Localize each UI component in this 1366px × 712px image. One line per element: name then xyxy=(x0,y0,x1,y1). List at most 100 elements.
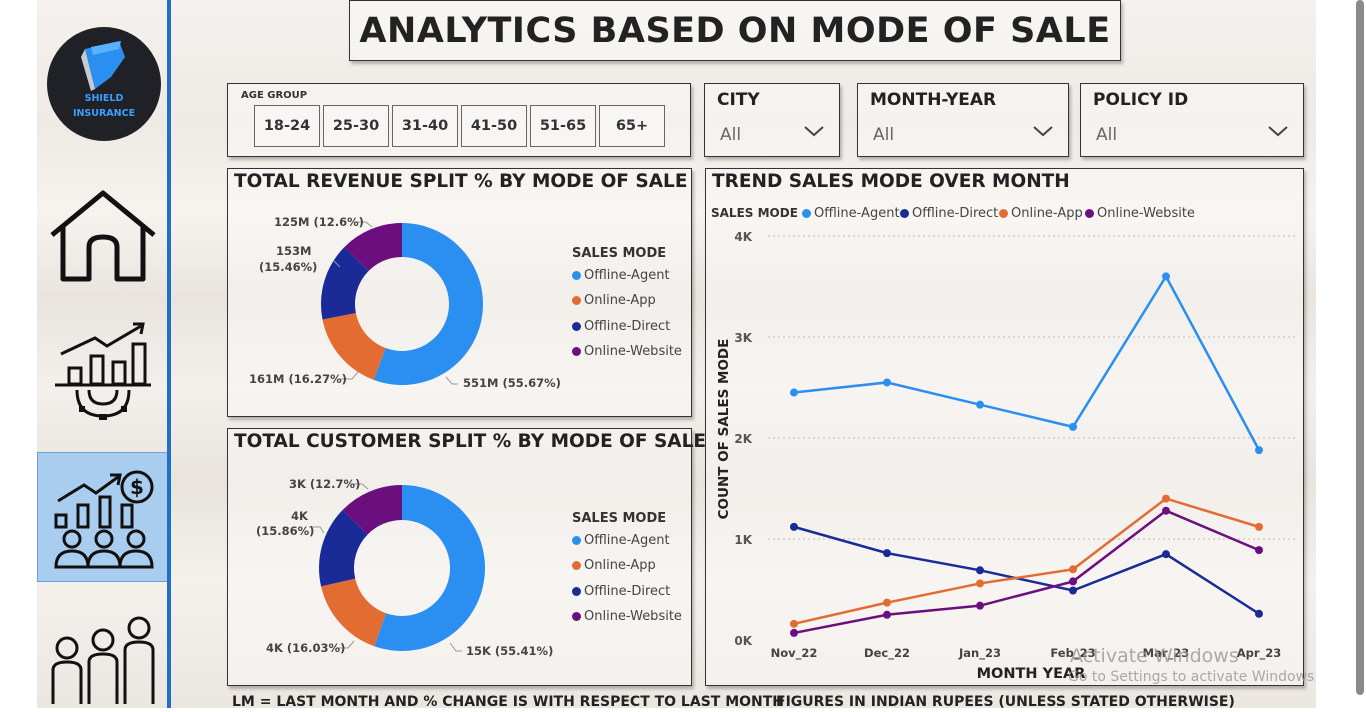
data-point-online-app[interactable] xyxy=(1255,522,1263,531)
leader-line xyxy=(354,221,373,228)
data-point-online-website[interactable] xyxy=(790,628,798,637)
revenue-donut-chart[interactable] xyxy=(228,169,693,418)
data-point-online-app[interactable] xyxy=(1162,494,1170,503)
sidebar-divider xyxy=(167,0,171,708)
data-point-offline-agent[interactable] xyxy=(976,400,984,409)
age-option-65-plus[interactable]: 65+ xyxy=(599,105,665,147)
age-option-25-30[interactable]: 25-30 xyxy=(323,105,389,147)
donut-slice-offline-agent[interactable] xyxy=(374,485,486,651)
company-logo[interactable]: SHIELD INSURANCE xyxy=(47,27,161,141)
vertical-scrollbar[interactable] xyxy=(1356,0,1364,695)
data-point-offline-direct[interactable] xyxy=(976,566,984,575)
series-line-offline-direct[interactable] xyxy=(793,525,1260,615)
age-group-slicer: AGE GROUP 18-24 25-30 31-40 41-50 51-65 … xyxy=(227,83,691,157)
data-point-offline-direct[interactable] xyxy=(790,522,798,531)
data-point-online-app[interactable] xyxy=(790,619,798,628)
customer-legend-online-app[interactable]: Online-App xyxy=(572,558,656,573)
donut-slice-offline-direct[interactable] xyxy=(321,247,369,320)
customer-legend-online-website[interactable]: Online-Website xyxy=(572,609,682,624)
revenue-label-online-website: 125M (12.6%) xyxy=(274,215,364,229)
customer-split-title: TOTAL CUSTOMER SPLIT % BY MODE OF SALE xyxy=(234,431,707,452)
customer-label-offline-direct-value: 4K xyxy=(291,509,308,523)
data-point-offline-agent[interactable] xyxy=(1255,446,1263,455)
revenue-legend-online-app[interactable]: Online-App xyxy=(572,293,656,308)
series-line-online-app[interactable] xyxy=(793,497,1260,626)
data-point-offline-direct[interactable] xyxy=(883,549,891,558)
x-tick-label: Feb_23 xyxy=(1050,646,1095,661)
policy-id-slicer[interactable]: POLICY ID All xyxy=(1080,83,1304,157)
leader-line xyxy=(351,483,369,490)
series-line-offline-agent[interactable] xyxy=(793,273,1261,451)
data-point-online-website[interactable] xyxy=(1069,577,1077,586)
legend-label: Offline-Direct xyxy=(584,319,671,334)
trend-legend-online-website[interactable]: Online-Website xyxy=(1085,206,1195,221)
month-year-slicer[interactable]: MONTH-YEAR All xyxy=(857,83,1069,157)
leader-line xyxy=(340,371,359,380)
data-point-offline-direct[interactable] xyxy=(1069,586,1077,595)
chevron-down-icon[interactable] xyxy=(1267,124,1289,138)
chevron-down-icon[interactable] xyxy=(1032,124,1054,138)
data-point-offline-direct[interactable] xyxy=(1255,609,1263,618)
revenue-legend-offline-direct[interactable]: Offline-Direct xyxy=(572,319,670,334)
chevron-down-icon[interactable] xyxy=(803,124,825,138)
legend-label: Online-Website xyxy=(584,609,682,624)
age-option-41-50[interactable]: 41-50 xyxy=(461,105,527,147)
series-line-online-website[interactable] xyxy=(793,509,1260,635)
leader-line xyxy=(336,640,355,649)
age-option-31-40[interactable]: 31-40 xyxy=(392,105,458,147)
y-tick-label: 0K xyxy=(734,634,752,648)
donut-slice-online-app[interactable] xyxy=(321,578,386,647)
trend-legend-offline-direct[interactable]: Offline-Direct xyxy=(900,206,998,221)
legend-dot xyxy=(572,587,581,596)
revenue-label-online-app: 161M (16.27%) xyxy=(249,372,347,386)
revenue-legend-online-website[interactable]: Online-Website xyxy=(572,344,682,359)
sidebar-item-mode-of-sale[interactable]: $ xyxy=(37,452,168,582)
age-option-51-65[interactable]: 51-65 xyxy=(530,105,596,147)
revenue-split-title: TOTAL REVENUE SPLIT % BY MODE OF SALE xyxy=(234,171,688,192)
trend-legend-title: SALES MODE xyxy=(711,206,798,220)
data-point-online-website[interactable] xyxy=(976,601,984,610)
sidebar-item-customers[interactable] xyxy=(37,612,168,708)
x-tick-label: Apr_23 xyxy=(1237,646,1282,661)
customer-legend-offline-direct[interactable]: Offline-Direct xyxy=(572,584,670,599)
logo-line-1: SHIELD xyxy=(84,93,124,104)
leader-line xyxy=(445,376,458,385)
trend-panel: TREND SALES MODE OVER MONTH SALES MODE O… xyxy=(705,168,1304,686)
data-point-online-website[interactable] xyxy=(1255,546,1263,555)
data-point-offline-agent[interactable] xyxy=(1162,272,1170,281)
trend-legend-online-app[interactable]: Online-App xyxy=(999,206,1083,221)
data-point-online-website[interactable] xyxy=(1162,506,1170,515)
revenue-legend-title: SALES MODE xyxy=(572,246,667,261)
donut-slice-online-website[interactable] xyxy=(344,223,402,271)
data-point-offline-agent[interactable] xyxy=(790,388,798,397)
donut-slice-online-app[interactable] xyxy=(322,312,386,380)
data-point-offline-agent[interactable] xyxy=(1069,422,1077,431)
customer-legend-offline-agent[interactable]: Offline-Agent xyxy=(572,533,670,548)
donut-slice-offline-direct[interactable] xyxy=(319,510,368,587)
sidebar-item-dashboard[interactable] xyxy=(37,318,168,428)
logo-text: SHIELD INSURANCE xyxy=(47,91,161,121)
y-tick-label: 3K xyxy=(734,331,752,345)
data-point-online-website[interactable] xyxy=(883,610,891,619)
legend-dot xyxy=(802,209,811,218)
data-point-online-app[interactable] xyxy=(883,598,891,607)
age-option-18-24[interactable]: 18-24 xyxy=(254,105,320,147)
city-slicer[interactable]: CITY All xyxy=(704,83,840,157)
y-tick-label: 1K xyxy=(734,533,752,547)
customer-donut-chart[interactable] xyxy=(228,429,693,687)
trend-legend-offline-agent[interactable]: Offline-Agent xyxy=(802,206,900,221)
donut-slice-offline-agent[interactable] xyxy=(373,223,483,385)
data-point-offline-agent[interactable] xyxy=(883,378,891,387)
revenue-legend-offline-agent[interactable]: Offline-Agent xyxy=(572,268,670,283)
customer-legend-title: SALES MODE xyxy=(572,511,667,526)
sidebar-item-home[interactable] xyxy=(37,185,168,290)
donut-slice-online-website[interactable] xyxy=(342,485,402,535)
x-tick-label: Dec_22 xyxy=(864,646,910,661)
data-point-online-app[interactable] xyxy=(1069,565,1077,574)
city-value: All xyxy=(720,125,742,145)
data-point-online-app[interactable] xyxy=(976,579,984,588)
growth-chart-gear-icon xyxy=(55,322,151,420)
trend-line-chart[interactable]: 0K 1K 2K 3K 4K Nov_22 Dec_22 Jan_23 Feb_23 Mar_23… xyxy=(706,169,1305,687)
data-point-offline-direct[interactable] xyxy=(1162,550,1170,559)
x-tick-label: Jan_23 xyxy=(958,646,1001,661)
